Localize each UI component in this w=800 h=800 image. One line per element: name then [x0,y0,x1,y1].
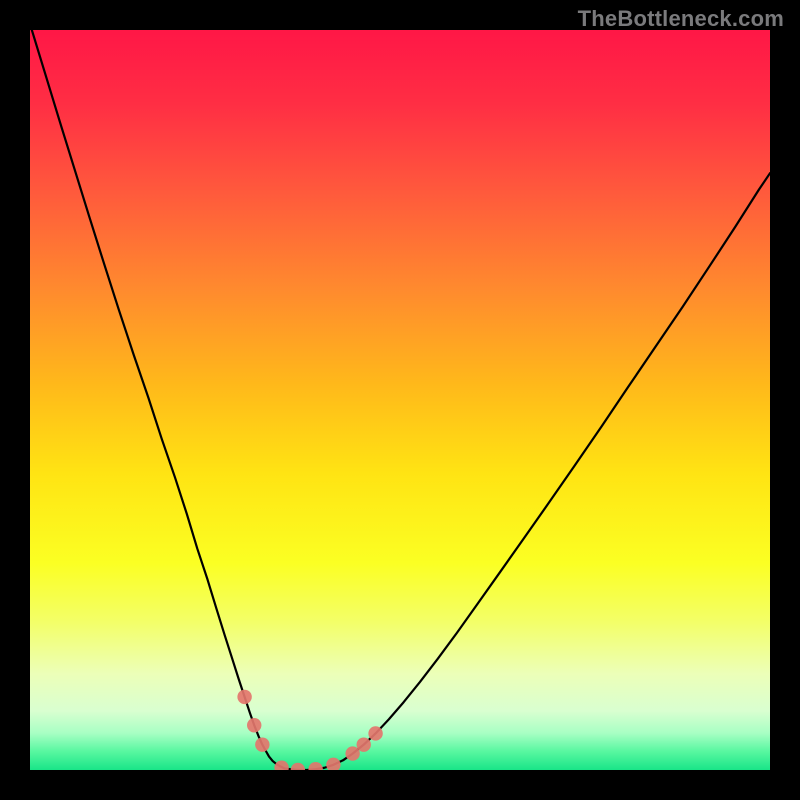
chart-svg-layer [30,30,770,770]
curve-path [30,30,298,770]
curve-left [30,30,298,770]
marker-dot [326,758,340,770]
marker-dot [274,761,288,770]
marker-group [237,690,382,770]
marker-dot [357,737,371,751]
marker-dot [247,718,261,732]
curve-path [298,173,770,770]
watermark-text: TheBottleneck.com [578,6,784,32]
marker-dot [368,726,382,740]
marker-dot [255,737,269,751]
marker-dot [345,746,359,760]
marker-dot [308,762,322,770]
curve-right [298,173,770,770]
plot-area [30,30,770,770]
marker-dot [291,763,305,770]
marker-dot [237,690,251,704]
